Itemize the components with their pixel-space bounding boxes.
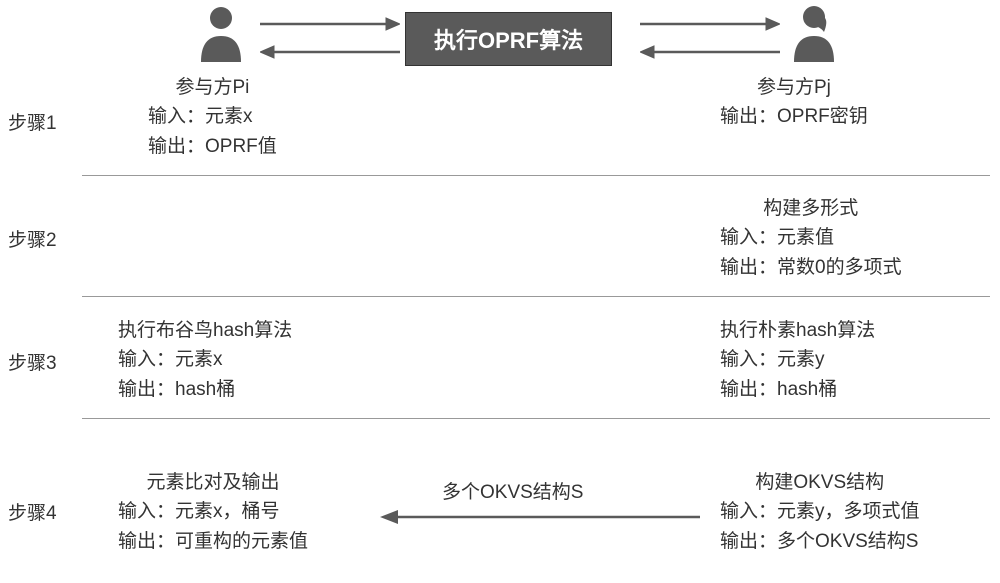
arrow4-label: 多个OKVS结构S xyxy=(442,478,583,507)
step4-right-block: 构建OKVS结构 输入：元素y，多项式值 输出：多个OKVS结构S xyxy=(720,468,920,556)
step2-right-line1: 输入：元素值 xyxy=(720,223,902,252)
step4-left-line1: 输入：元素x，桶号 xyxy=(118,497,308,526)
step4-left-title: 元素比对及输出 xyxy=(118,468,308,497)
step4-right-line1: 输入：元素y，多项式值 xyxy=(720,497,920,526)
step3-left-line2: 输出：hash桶 xyxy=(118,375,292,404)
arrow-okvs-icon xyxy=(380,508,700,526)
step1-left-line1: 输入：元素x xyxy=(148,102,277,131)
step4-label: 步骤4 xyxy=(8,498,57,525)
step3-right-line2: 输出：hash桶 xyxy=(720,375,875,404)
step1-left-line2: 输出：OPRF值 xyxy=(148,132,277,161)
step3-right-line1: 输入：元素y xyxy=(720,345,875,374)
divider-2 xyxy=(82,296,990,297)
arrow-from-header-bottom xyxy=(260,44,400,60)
step1-right-line1: 输出：OPRF密钥 xyxy=(720,102,868,131)
divider-1 xyxy=(82,175,990,176)
party-right-name: 参与方Pj xyxy=(720,73,868,102)
step2-right-line2: 输出：常数0的多项式 xyxy=(720,253,902,282)
step1-right-block: 参与方Pj 输出：OPRF密钥 xyxy=(720,73,868,132)
step3-label: 步骤3 xyxy=(8,348,57,375)
divider-3 xyxy=(82,418,990,419)
step4-left-block: 元素比对及输出 输入：元素x，桶号 输出：可重构的元素值 xyxy=(118,468,308,556)
step4-right-line2: 输出：多个OKVS结构S xyxy=(720,527,920,556)
arrow-right-to-header-bottom xyxy=(640,44,780,60)
step2-right-title: 构建多形式 xyxy=(720,194,902,223)
header-box: 执行OPRF算法 xyxy=(405,12,612,66)
step3-right-block: 执行朴素hash算法 输入：元素y 输出：hash桶 xyxy=(720,316,875,404)
step3-left-block: 执行布谷鸟hash算法 输入：元素x 输出：hash桶 xyxy=(118,316,292,404)
step3-right-title: 执行朴素hash算法 xyxy=(720,316,875,345)
arrow-header-to-right-top xyxy=(640,16,780,32)
person-right-icon xyxy=(786,4,842,64)
step4-right-title: 构建OKVS结构 xyxy=(720,468,920,497)
person-left-icon xyxy=(195,4,247,64)
arrow-to-header-top xyxy=(260,16,400,32)
step2-label: 步骤2 xyxy=(8,225,57,252)
step3-left-line1: 输入：元素x xyxy=(118,345,292,374)
party-left-name: 参与方Pi xyxy=(148,73,277,102)
header-title: 执行OPRF算法 xyxy=(434,28,583,53)
step1-label: 步骤1 xyxy=(8,108,57,135)
step4-left-line2: 输出：可重构的元素值 xyxy=(118,527,308,556)
step1-left-block: 参与方Pi 输入：元素x 输出：OPRF值 xyxy=(148,73,277,161)
step2-right-block: 构建多形式 输入：元素值 输出：常数0的多项式 xyxy=(720,194,902,282)
step3-left-title: 执行布谷鸟hash算法 xyxy=(118,316,292,345)
